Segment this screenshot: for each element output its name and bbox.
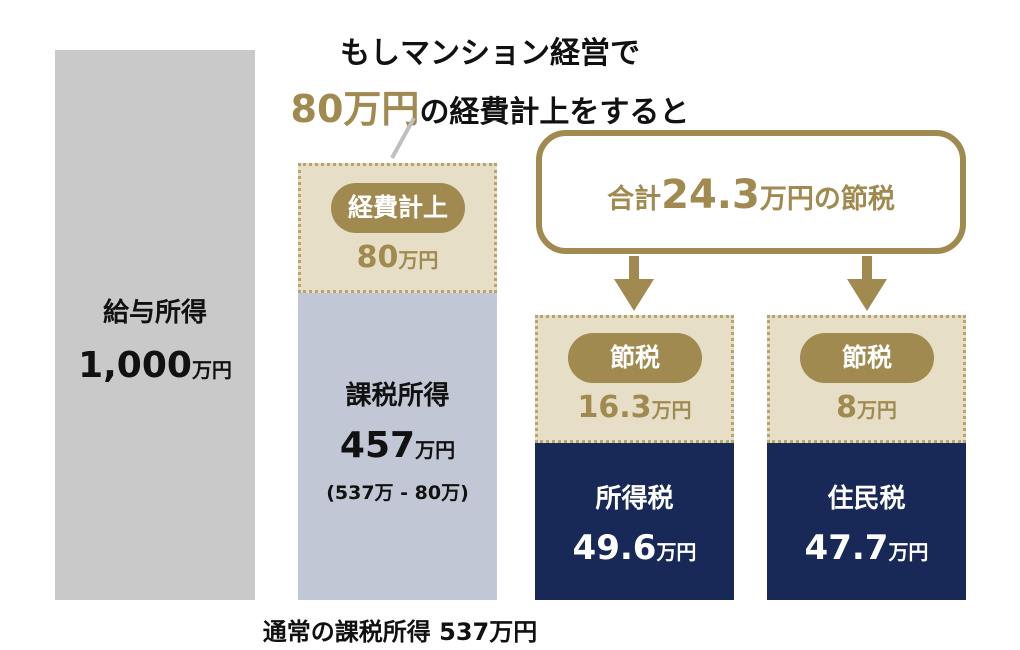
resident-amount-value: 47.7 [804, 528, 889, 568]
income-amount-value: 49.6 [572, 528, 657, 568]
headline-line-2: 80万円の経費計上をすると [280, 78, 700, 133]
headline-line-1: もしマンション経営で [340, 36, 640, 71]
arrow-stem-resident [862, 256, 872, 280]
resident-tax-label: 住民税 [827, 484, 906, 514]
callout-suffix: 万円の節税 [759, 184, 895, 215]
resident-savings-unit: 万円 [856, 398, 897, 422]
resident-tax-savings-pill: 節税 [800, 333, 934, 383]
taxable-income-label: 課税所得 [345, 381, 450, 411]
expense-amount: 80万円 [298, 240, 497, 275]
arrow-stem-income [629, 256, 639, 280]
total-savings-callout [536, 130, 966, 254]
resident-tax-amount: 47.7万円 [767, 528, 966, 568]
salary-column [55, 50, 255, 600]
income-savings-value: 16.3 [577, 390, 652, 425]
callout-prefix: 合計 [607, 184, 662, 215]
callout-amount: 24.3 [661, 172, 760, 218]
salary-amount-unit: 万円 [191, 358, 232, 382]
headline-rest: の経費計上をすると [419, 95, 690, 130]
salary-amount-value: 1,000 [78, 345, 192, 386]
salary-label: 給与所得 [102, 298, 207, 328]
resident-amount-unit: 万円 [888, 540, 929, 564]
resident-tax-column [767, 443, 966, 600]
taxable-amount-unit: 万円 [415, 438, 456, 462]
income-tax-column [535, 443, 734, 600]
leader-line [390, 117, 416, 159]
income-tax-label: 所得税 [595, 484, 674, 514]
expense-amount-unit: 万円 [398, 248, 439, 272]
resident-savings-value: 8 [836, 390, 857, 425]
income-savings-unit: 万円 [651, 398, 692, 422]
income-tax-savings-pill: 節税 [568, 333, 702, 383]
income-tax-amount: 49.6万円 [535, 528, 734, 568]
expense-amount-value: 80 [356, 240, 399, 275]
taxable-income-amount: 457万円 [298, 425, 497, 466]
headline-highlight: 80万円 [290, 87, 420, 131]
arrow-down-icon [847, 279, 887, 311]
resident-tax-savings-amount: 8万円 [767, 390, 966, 425]
expense-box [298, 163, 497, 293]
income-tax-savings-amount: 16.3万円 [535, 390, 734, 425]
taxable-amount-value: 457 [339, 425, 416, 466]
normal-taxable-income-caption: 通常の課税所得 537万円 [262, 618, 538, 646]
expense-pill: 経費計上 [331, 183, 465, 233]
total-savings-text: 合計24.3万円の節税 [536, 172, 966, 218]
income-amount-unit: 万円 [656, 540, 697, 564]
salary-amount: 1,000万円 [55, 345, 255, 386]
arrow-down-icon [614, 279, 654, 311]
taxable-income-formula: (537万 - 80万) [326, 482, 469, 504]
taxable-income-column [298, 293, 497, 600]
